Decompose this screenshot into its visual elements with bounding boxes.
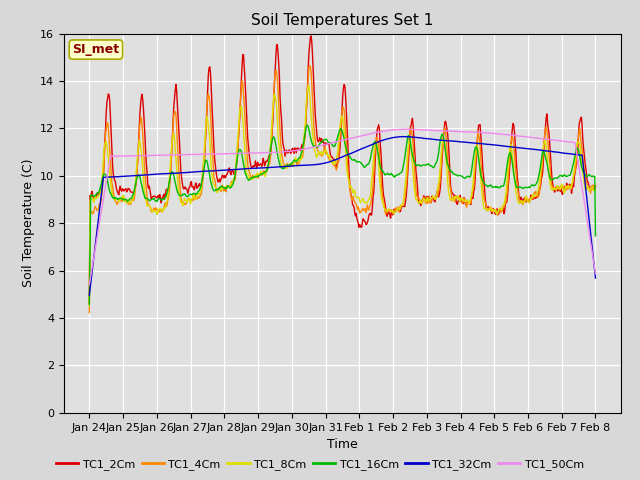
- Y-axis label: Soil Temperature (C): Soil Temperature (C): [22, 159, 35, 288]
- X-axis label: Time: Time: [327, 438, 358, 451]
- Title: Soil Temperatures Set 1: Soil Temperatures Set 1: [252, 13, 433, 28]
- Text: SI_met: SI_met: [72, 43, 120, 56]
- Legend: TC1_2Cm, TC1_4Cm, TC1_8Cm, TC1_16Cm, TC1_32Cm, TC1_50Cm: TC1_2Cm, TC1_4Cm, TC1_8Cm, TC1_16Cm, TC1…: [52, 455, 588, 474]
